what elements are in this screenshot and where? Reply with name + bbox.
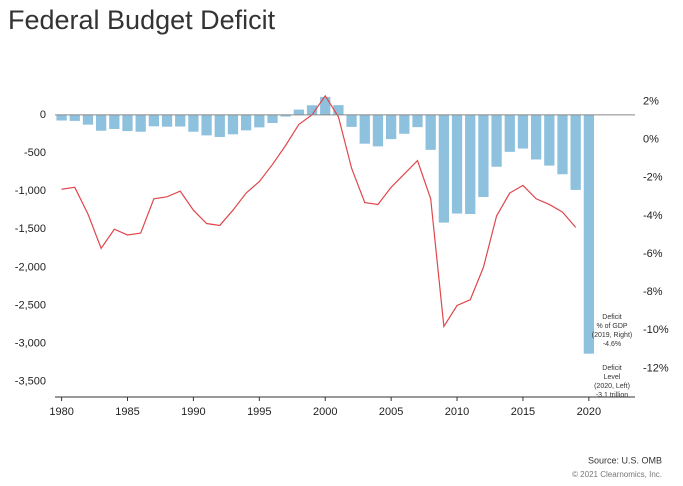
- y-tick-label: -500: [24, 147, 46, 159]
- x-tick-label: 1980: [49, 406, 73, 418]
- bar: [109, 114, 120, 129]
- line: [61, 94, 577, 329]
- x-tick-label: 2005: [379, 406, 403, 418]
- bar: [280, 114, 291, 117]
- bar: [438, 114, 450, 223]
- annotation: Deficit: [602, 314, 622, 321]
- bar: [491, 114, 502, 167]
- bar: [333, 105, 344, 115]
- y2-tick-label: -12%: [643, 362, 669, 374]
- bar: [399, 114, 410, 134]
- bar: [465, 114, 476, 214]
- y-tick-label: 0: [40, 109, 46, 121]
- bar: [188, 114, 199, 132]
- bar: [267, 114, 278, 124]
- chart-title: Federal Budget Deficit: [8, 5, 276, 35]
- annotation: % of GDP: [596, 323, 627, 330]
- copyright: © 2021 Clearnomics, Inc.: [572, 470, 662, 479]
- bar: [56, 114, 67, 121]
- bar: [346, 114, 357, 127]
- bar: [227, 114, 239, 135]
- bar: [425, 114, 436, 150]
- annotation: Level: [604, 374, 621, 381]
- bar: [530, 114, 542, 160]
- bar: [82, 114, 94, 125]
- bar: [148, 114, 160, 127]
- bar: [95, 114, 107, 131]
- bar: [306, 105, 318, 115]
- bar: [451, 114, 463, 214]
- annotation: Deficit: [602, 365, 622, 372]
- y-tick-label: -1,500: [15, 223, 46, 235]
- y2-tick-label: 0%: [643, 134, 659, 146]
- y2-tick-label: 2%: [643, 95, 659, 107]
- y-tick-label: -2,500: [15, 299, 46, 311]
- y-tick-label: -3,000: [15, 338, 46, 350]
- y2-tick-label: -6%: [643, 248, 663, 260]
- annotation: (2020, Left): [594, 383, 630, 390]
- bar: [320, 96, 331, 115]
- y-tick-label: -2,000: [15, 261, 46, 273]
- bar: [583, 114, 595, 354]
- x-tick-label: 1985: [115, 406, 139, 418]
- bar: [214, 114, 225, 137]
- x-tick-label: 1995: [247, 406, 271, 418]
- y2-tick-label: -4%: [643, 210, 663, 222]
- annotation: -3.1 trillion: [596, 392, 628, 399]
- bar: [69, 114, 80, 121]
- y-tick-label: -1,000: [15, 185, 46, 197]
- x-tick-label: 2015: [511, 406, 535, 418]
- annotation: (2019, Right): [592, 332, 632, 339]
- bar: [293, 109, 305, 115]
- bar: [122, 114, 133, 132]
- annotation: -4.6%: [603, 341, 621, 348]
- bar: [135, 114, 146, 132]
- x-tick-label: 2020: [577, 406, 601, 418]
- bar: [412, 114, 423, 128]
- bar: [240, 114, 252, 131]
- y2-tick-label: -8%: [643, 286, 663, 298]
- bar: [175, 114, 186, 127]
- bar: [570, 114, 581, 190]
- bar: [517, 114, 529, 149]
- bar: [359, 114, 370, 144]
- bar: [504, 114, 515, 152]
- bar: [201, 114, 212, 136]
- source: Source: U.S. OMB: [588, 455, 662, 465]
- y2-tick-label: -2%: [643, 172, 663, 184]
- bar: [544, 114, 555, 166]
- bar: [478, 114, 489, 197]
- bar: [557, 114, 568, 175]
- bar: [385, 114, 397, 140]
- bar: [161, 114, 173, 127]
- bar: [254, 114, 265, 128]
- y2-tick-label: -10%: [643, 324, 669, 336]
- x-tick-label: 2010: [445, 406, 469, 418]
- x-tick-label: 1990: [181, 406, 205, 418]
- bar: [372, 114, 384, 147]
- x-tick-label: 2000: [313, 406, 337, 418]
- y-tick-label: -3,500: [15, 376, 46, 388]
